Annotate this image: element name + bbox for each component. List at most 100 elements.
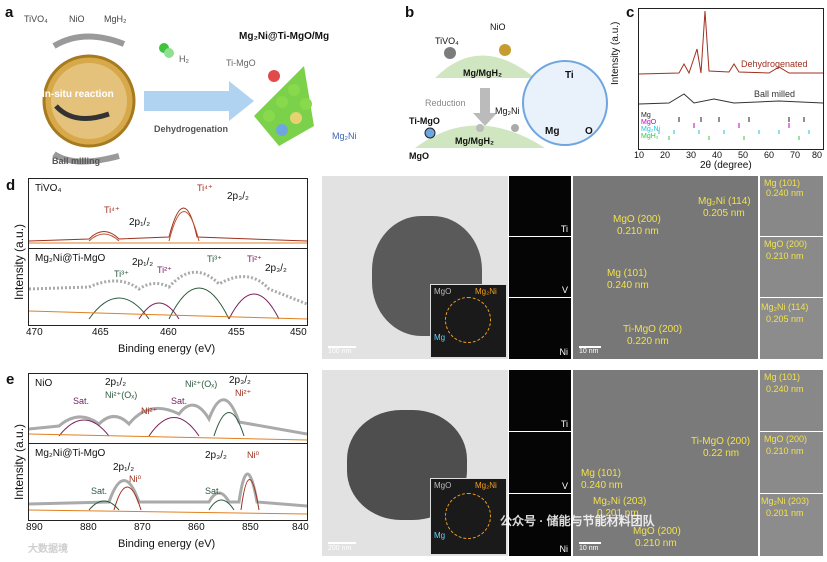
e-top-ni2ox-a: Ni²⁺(Oₓ) xyxy=(105,390,138,400)
c-xtick: 80 xyxy=(812,150,823,160)
f-inset-2-d: 0.210 nm xyxy=(766,251,804,261)
f-inset-1-d: 0.240 nm xyxy=(766,188,804,198)
e-bottom-sat-b: Sat. xyxy=(205,486,222,496)
d-top-ti4-a: Ti⁴⁺ xyxy=(104,205,120,215)
g-ann-mgo-d: 0.210 nm xyxy=(635,538,677,549)
c-ref-mg2ni: Mg₂Ni xyxy=(641,126,661,133)
e-top-ni2-a: Ni²⁺ xyxy=(141,406,158,416)
d-bottom-ti3-b: Ti³⁺ xyxy=(207,254,222,264)
b-zoom-ti: Ti xyxy=(565,70,574,81)
b-tivo4: TiVO₄ xyxy=(435,36,459,46)
d-top-2p32: 2p₃/₂ xyxy=(227,191,249,202)
g-ann-mg-d: 0.240 nm xyxy=(581,480,623,491)
g-eds-ti-label: Ti xyxy=(560,419,568,429)
e-xtick: 850 xyxy=(242,522,259,533)
panel-label-b: b xyxy=(405,4,415,21)
c-xtick: 10 xyxy=(634,150,645,160)
f-saed-mgo: MgO xyxy=(434,287,452,296)
g-ann-mg: Mg (101) xyxy=(581,468,622,479)
product-title: Mg₂Ni@Ti-MgO/Mg xyxy=(239,31,330,42)
mg2ni-label: Mg₂Ni xyxy=(332,131,357,141)
f-ann-mg2ni: Mg₂Ni (114) xyxy=(698,196,751,207)
f-ann-mg2ni-d: 0.205 nm xyxy=(703,208,745,219)
f-inset-1: Mg (101) 0.240 nm xyxy=(760,176,823,236)
g-eds-ti: Ti xyxy=(509,370,571,431)
d-top-ti4-b: Ti⁴⁺ xyxy=(197,183,213,193)
f-saed-mg2ni: Mg₂Ni xyxy=(475,287,497,296)
d-top-title: TiVO₄ xyxy=(35,183,62,194)
g-inset-3-plane: Mg₂Ni (203) xyxy=(761,496,810,506)
f-tem-image: MgO Mg₂Ni Mg 100 nm xyxy=(322,176,508,359)
f-inset-2-plane: MgO (200) xyxy=(764,239,808,249)
panel-label-a: a xyxy=(5,4,14,21)
e-bottom-frame: Mg₂Ni@Ti-MgO 2p₁/₂ Ni⁰ 2p₃/₂ Ni⁰ Sat. Sa… xyxy=(28,443,308,521)
in-situ-label: In-situ reaction xyxy=(42,89,114,100)
g-inset-3: Mg₂Ni (203) 0.201 nm xyxy=(760,494,823,556)
e-bottom-2p32: 2p₃/₂ xyxy=(205,450,227,461)
g-ann-timgo: Ti-MgO (200) xyxy=(691,436,751,447)
e-bottom-spectrum xyxy=(28,472,308,515)
h2-label: H₂ xyxy=(179,54,189,64)
b-mg-mgh2-bottom: Mg/MgH₂ xyxy=(455,136,494,146)
e-top-sat-b: Sat. xyxy=(171,396,188,406)
e-xtick: 880 xyxy=(80,522,97,533)
d-bottom-spectrum xyxy=(28,270,308,320)
b-mg2ni: Mg₂Ni xyxy=(495,106,520,116)
f-ann-mg: Mg (101) xyxy=(607,268,648,279)
g-tem-image: MgO Mg₂Ni Mg 200 nm xyxy=(322,370,508,556)
e-xtick: 860 xyxy=(188,522,205,533)
d-bottom-title: Mg₂Ni@Ti-MgO xyxy=(35,253,106,264)
d-top-2p12: 2p₁/₂ xyxy=(129,217,151,228)
e-bottom-ni0-a: Ni⁰ xyxy=(129,474,142,484)
g-saed-mg2ni: Mg₂Ni xyxy=(475,481,497,490)
g-inset-1-d: 0.240 nm xyxy=(766,384,804,394)
f-ann-mgo: MgO (200) xyxy=(613,214,661,225)
ball-milling-label: Ball milling xyxy=(52,156,101,166)
c-ref-mgo: MgO xyxy=(641,119,657,126)
b-mgo: MgO xyxy=(409,151,429,161)
d-bottom-ti2-b: Ti²⁺ xyxy=(247,254,262,264)
panel-a-graphic xyxy=(42,33,314,165)
c-plot-frame: Dehydrogenated Ball milled Mg MgO Mg₂Ni … xyxy=(638,8,824,150)
b-reduction: Reduction xyxy=(425,98,466,108)
reactant-nio: NiO xyxy=(69,14,85,24)
c-ref-mg: Mg xyxy=(641,112,651,119)
f-inset-3-d: 0.205 nm xyxy=(766,314,804,324)
e-top-frame: NiO 2p₁/₂ 2p₃/₂ Sat. Ni²⁺(Oₓ) Ni²⁺ Sat. … xyxy=(28,373,308,445)
f-eds-ni: Ni xyxy=(509,298,571,359)
d-xtick: 470 xyxy=(26,327,43,338)
e-xtick: 890 xyxy=(26,522,43,533)
e-top-sat-a: Sat. xyxy=(73,396,90,406)
e-ylabel: Intensity (a.u.) xyxy=(12,423,26,500)
e-top-2p12: 2p₁/₂ xyxy=(105,377,127,388)
f-saed-inset: MgO Mg₂Ni Mg xyxy=(430,284,507,358)
g-ann-timgo-d: 0.22 nm xyxy=(703,448,740,459)
e-xtick: 840 xyxy=(292,522,309,533)
g-saed-mgo: MgO xyxy=(434,481,452,490)
d-xtick: 450 xyxy=(290,327,307,338)
c-xtick: 30 xyxy=(686,150,697,160)
d-top-spectrum xyxy=(28,207,308,244)
f-inset-1-plane: Mg (101) xyxy=(764,178,801,188)
c-xtick: 60 xyxy=(764,150,775,160)
d-bottom-ti3-a: Ti³⁺ xyxy=(114,269,129,279)
e-bottom-ni0-b: Ni⁰ xyxy=(247,450,260,460)
e-bottom-title: Mg₂Ni@Ti-MgO xyxy=(35,448,106,459)
g-ann-mg2ni-d: 0.201 nm xyxy=(597,508,639,519)
c-xtick: 70 xyxy=(790,150,801,160)
f-inset-2: MgO (200) 0.210 nm xyxy=(760,237,823,297)
g-ann-mgo: MgO (200) xyxy=(633,526,681,537)
g-eds-ni: Ni xyxy=(509,494,571,556)
e-xtick: 870 xyxy=(134,522,151,533)
panel-label-e: e xyxy=(6,371,15,388)
reactant-tivo4: TiVO₄ xyxy=(24,14,48,24)
g-eds-ni-label: Ni xyxy=(559,544,569,554)
c-ref-ticks xyxy=(658,117,810,140)
b-mg-mgh2-top: Mg/MgH₂ xyxy=(463,68,502,78)
g-hrtem-image: Ti-MgO (200) 0.22 nm Mg (101) 0.240 nm M… xyxy=(573,370,758,556)
dehydrogenation-label: Dehydrogenation xyxy=(154,124,229,134)
f-ann-timgo: Ti-MgO (200) xyxy=(623,324,683,335)
panel-a-schematic: TiVO₄ NiO MgH₂ In-situ reaction Ball mil… xyxy=(14,6,357,166)
f-saed-mg: Mg xyxy=(434,333,446,342)
f-ann-mgo-d: 0.210 nm xyxy=(617,226,659,237)
